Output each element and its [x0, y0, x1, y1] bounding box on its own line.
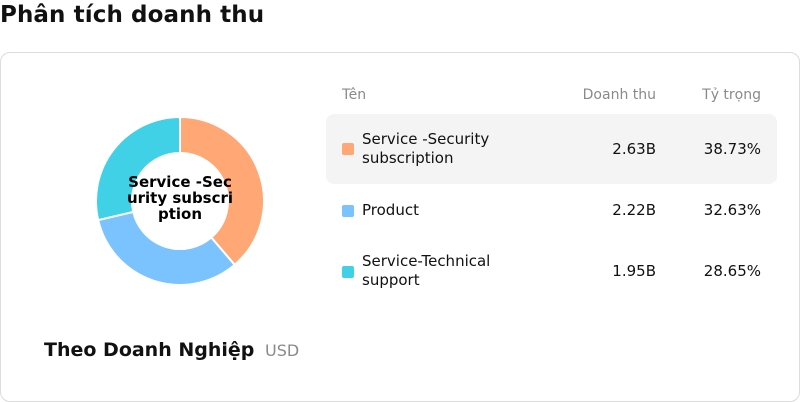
row-revenue: 1.95B [612, 262, 656, 280]
row-name: Service -Security subscription [362, 130, 490, 167]
page-title: Phân tích doanh thu [0, 2, 265, 28]
header-revenue: Doanh thu [582, 87, 656, 103]
donut-chart: Service -Security subscription [95, 116, 265, 286]
row-revenue: 2.22B [612, 201, 656, 219]
row-revenue: 2.63B [612, 140, 656, 158]
row-name: Service-Technical support [362, 252, 491, 289]
table-row[interactable]: Service-Technical support 1.95B 28.65% [326, 238, 777, 304]
header-name: Tên [342, 87, 367, 103]
legend-swatch [342, 266, 354, 278]
donut-slice[interactable] [95, 116, 181, 222]
row-share: 38.73% [703, 140, 761, 158]
donut-slice[interactable] [96, 210, 237, 286]
table-row[interactable]: Service -Security subscription 2.63B 38.… [326, 114, 777, 184]
row-name: Product [362, 201, 419, 219]
row-share: 32.63% [703, 201, 761, 219]
legend-swatch [342, 205, 354, 217]
legend-swatch [342, 143, 354, 155]
donut-chart-svg [95, 116, 265, 286]
revenue-card: Service -Security subscription Theo Doan… [0, 52, 800, 402]
table-row[interactable]: Product 2.22B 32.63% [326, 184, 777, 238]
row-share: 28.65% [703, 262, 761, 280]
donut-center-label: Service -Security subscription [126, 173, 234, 223]
chart-footer-title: Theo Doanh Nghiệp [44, 339, 255, 361]
chart-footer-unit: USD [265, 341, 300, 360]
chart-footer: Theo Doanh Nghiệp USD [44, 339, 299, 361]
donut-slice[interactable] [179, 116, 265, 267]
header-share: Tỷ trọng [702, 87, 761, 103]
